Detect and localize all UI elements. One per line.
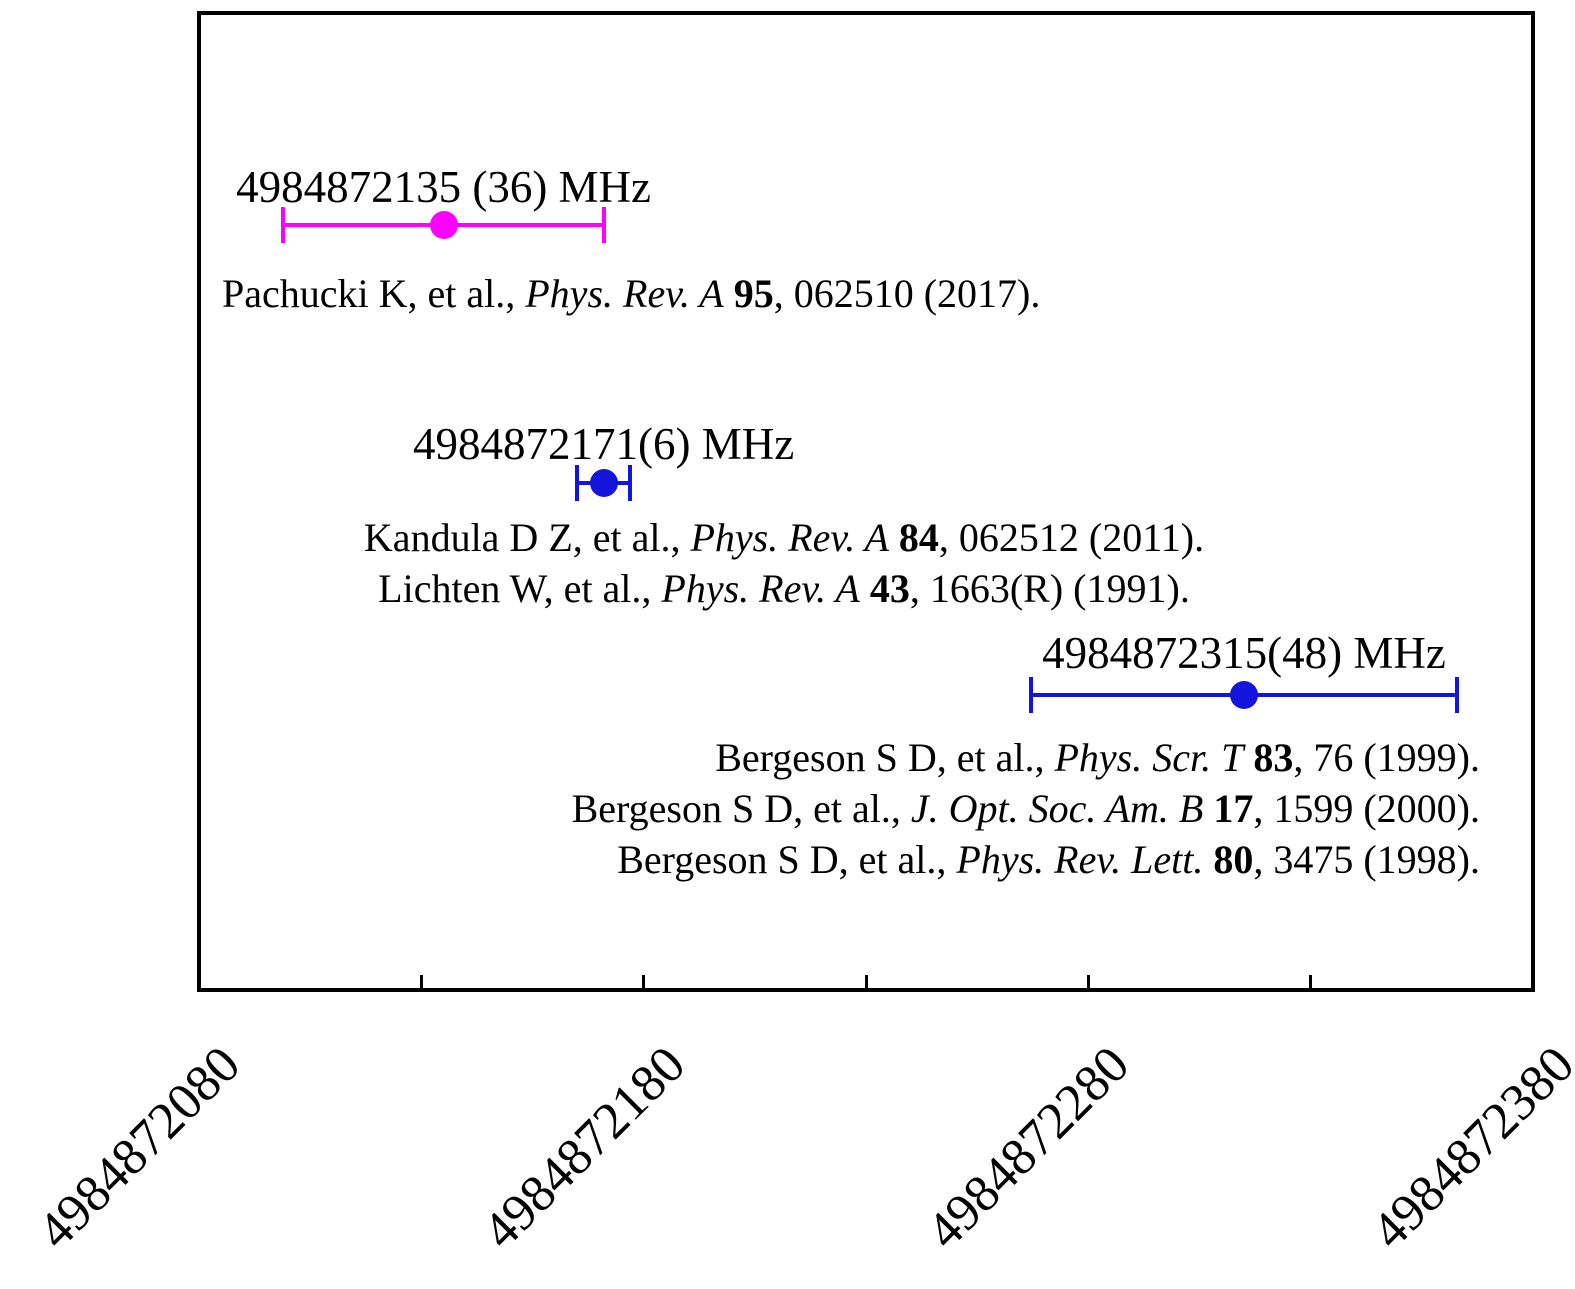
journal-name: Phys. Rev. Lett. <box>956 837 1204 882</box>
data-point <box>589 469 618 497</box>
journal-name: Phys. Rev. A <box>525 271 724 316</box>
journal-name: J. Opt. Soc. Am. B <box>910 786 1204 831</box>
error-bar-cap <box>574 465 579 501</box>
journal-name: Phys. Rev. A <box>661 566 860 611</box>
citation-line: Bergeson S D, et al., Phys. Rev. Lett. 8… <box>572 834 1480 885</box>
error-bar-cap <box>1028 677 1033 713</box>
citation-text: Bergeson S D, et al., <box>715 735 1055 780</box>
citation-text: , 76 (1999). <box>1293 735 1480 780</box>
x-tick-label: 4984872380 <box>1361 1035 1575 1261</box>
citation-line: Bergeson S D, et al., J. Opt. Soc. Am. B… <box>572 783 1480 834</box>
citation-text: Kandula D Z, et al., <box>363 515 691 560</box>
x-tick-mark <box>864 975 868 988</box>
citation-line: Pachucki K, et al., Phys. Rev. A 95, 062… <box>222 268 1040 319</box>
journal-name: Phys. Rev. A <box>690 515 889 560</box>
volume-number: 17 <box>1213 786 1254 831</box>
citation-text <box>1243 735 1253 780</box>
data-point <box>1229 681 1258 709</box>
value-label: 4984872171(6) MHz <box>413 419 795 469</box>
citation-text <box>860 566 870 611</box>
x-tick-label: 4984872080 <box>27 1035 252 1261</box>
citation-text: , 062512 (2011). <box>938 515 1205 560</box>
citation-text: , 3475 (1998). <box>1253 837 1480 882</box>
volume-number: 84 <box>898 515 939 560</box>
citation-text: Lichten W, et al., <box>378 566 662 611</box>
citation-text <box>724 271 734 316</box>
citation-text <box>1203 786 1213 831</box>
error-bar-cap <box>628 465 633 501</box>
journal-name: Phys. Scr. T <box>1054 735 1244 780</box>
value-label: 4984872135 (36) MHz <box>236 162 652 212</box>
error-bar-cap <box>1455 677 1460 713</box>
citation-text <box>889 515 899 560</box>
citation-text <box>1203 837 1213 882</box>
data-point <box>429 211 458 239</box>
citation-line: Kandula D Z, et al., Phys. Rev. A 84, 06… <box>84 512 1484 563</box>
citation-block: Pachucki K, et al., Phys. Rev. A 95, 062… <box>222 268 1040 319</box>
x-tick-mark <box>1086 975 1090 988</box>
citation-line: Lichten W, et al., Phys. Rev. A 43, 1663… <box>84 563 1484 614</box>
citation-block: Bergeson S D, et al., Phys. Scr. T 83, 7… <box>572 732 1480 885</box>
plot-box <box>197 11 1535 992</box>
volume-number: 80 <box>1213 837 1254 882</box>
x-tick-mark <box>419 975 423 988</box>
volume-number: 95 <box>733 271 774 316</box>
citation-line: Bergeson S D, et al., Phys. Scr. T 83, 7… <box>572 732 1480 783</box>
citation-text: Bergeson S D, et al., <box>617 837 957 882</box>
value-label: 4984872315(48) MHz <box>1042 628 1446 678</box>
volume-number: 83 <box>1253 735 1294 780</box>
x-tick-label: 4984872180 <box>471 1035 696 1261</box>
x-tick-mark <box>1309 975 1313 988</box>
error-bar-cap <box>601 207 606 243</box>
citation-text: , 062510 (2017). <box>773 271 1041 316</box>
error-bar-cap <box>281 207 286 243</box>
citation-block: Kandula D Z, et al., Phys. Rev. A 84, 06… <box>84 512 1484 614</box>
x-tick-label: 4984872280 <box>916 1035 1141 1261</box>
citation-text: Bergeson S D, et al., <box>571 786 911 831</box>
citation-text: , 1599 (2000). <box>1253 786 1480 831</box>
volume-number: 43 <box>869 566 910 611</box>
citation-text: Pachucki K, et al., <box>222 271 526 316</box>
citation-text: , 1663(R) (1991). <box>909 566 1190 611</box>
x-tick-mark <box>642 975 646 988</box>
